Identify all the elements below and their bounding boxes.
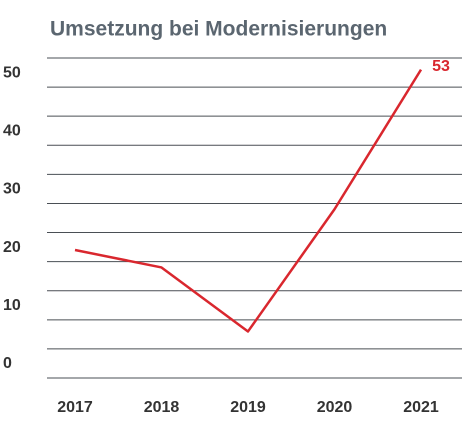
y-tick-label: 20 (3, 239, 21, 256)
chart-title: Umsetzung bei Modernisierungen (50, 18, 387, 41)
y-tick-label: 50 (3, 64, 21, 81)
y-tick-label: 0 (3, 355, 12, 372)
x-tick-label: 2019 (230, 399, 266, 416)
x-tick-label: 2017 (57, 399, 93, 416)
y-tick-label: 10 (3, 297, 21, 314)
data-line (74, 68, 423, 333)
y-tick-label: 40 (3, 122, 21, 139)
x-tick-label: 2018 (144, 399, 180, 416)
y-tick-label: 30 (3, 181, 21, 198)
data-label: 53 (432, 58, 450, 75)
x-tick-label: 2021 (403, 399, 439, 416)
x-tick-label: 2020 (317, 399, 353, 416)
